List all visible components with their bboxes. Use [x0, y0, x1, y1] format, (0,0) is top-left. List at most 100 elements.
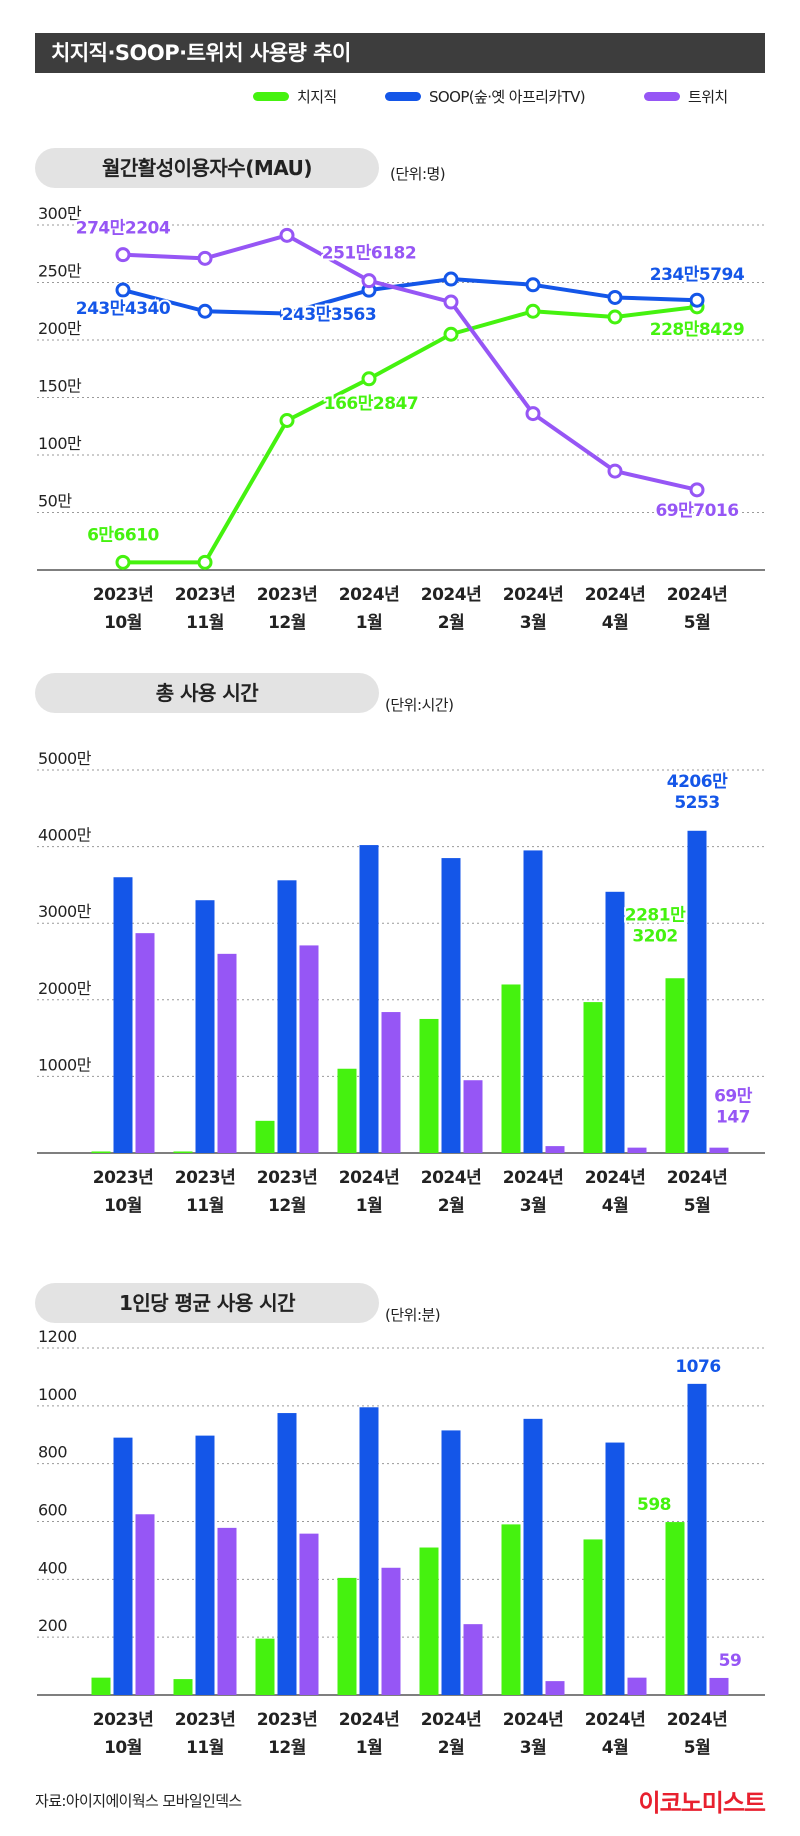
x-tick-year: 2023년: [93, 1168, 153, 1188]
bar: [627, 1147, 647, 1153]
legend-label-chzzk: 치지직: [297, 88, 337, 106]
x-tick-month: 1월: [356, 1738, 382, 1758]
bar: [665, 978, 685, 1153]
y-tick-label: 2000만: [38, 979, 92, 998]
x-tick-year: 2024년: [503, 585, 563, 605]
data-label: 234만5794: [650, 265, 745, 285]
bar: [299, 1533, 319, 1695]
data-label: 6만6610: [87, 525, 159, 545]
bar: [337, 1068, 357, 1153]
bar: [605, 891, 625, 1153]
y-tick-label: 200: [38, 1616, 67, 1635]
bar: [277, 880, 297, 1153]
data-point: [115, 282, 131, 298]
bar: [665, 1522, 685, 1695]
legend-item-twitch: 트위치: [644, 86, 728, 107]
bar: [545, 1681, 565, 1695]
x-tick-year: 2023년: [175, 1168, 235, 1188]
x-tick-month: 11월: [186, 613, 224, 633]
data-point: [689, 482, 705, 498]
section-unit-avg-usage: (단위:분): [385, 1306, 441, 1324]
bar: [709, 1147, 729, 1153]
bar: [583, 1539, 603, 1695]
x-tick-month: 3월: [520, 1738, 546, 1758]
y-tick-label: 400: [38, 1558, 67, 1577]
legend-swatch-twitch: [644, 92, 680, 101]
bar: [195, 1435, 215, 1695]
x-tick-month: 4월: [602, 1196, 628, 1216]
data-point: [115, 554, 131, 570]
bar: [687, 830, 707, 1153]
x-tick-year: 2024년: [667, 585, 727, 605]
y-tick-label: 50만: [38, 492, 72, 511]
y-tick-label: 5000만: [38, 749, 92, 768]
x-tick-year: 2023년: [93, 1710, 153, 1730]
bar: [277, 1413, 297, 1695]
x-tick-month: 12월: [268, 1196, 306, 1216]
data-point: [361, 371, 377, 387]
section-title-mau: 월간활성이용자수(MAU): [35, 148, 379, 188]
bar: [381, 1012, 401, 1153]
bar: [583, 1002, 603, 1153]
x-tick-month: 5월: [684, 1738, 710, 1758]
bar: [523, 850, 543, 1153]
x-tick-year: 2024년: [585, 1710, 645, 1730]
bar: [419, 1018, 439, 1153]
x-tick-year: 2024년: [503, 1710, 563, 1730]
x-tick-year: 2023년: [175, 585, 235, 605]
y-tick-label: 150만: [38, 377, 82, 396]
data-label: 228만8429: [650, 320, 744, 340]
x-tick-month: 5월: [684, 1196, 710, 1216]
x-tick-year: 2024년: [421, 1710, 481, 1730]
x-tick-month: 5월: [684, 613, 710, 633]
legend-label-soop: SOOP(숲·옛 아프리카TV): [429, 88, 586, 106]
x-tick-year: 2024년: [503, 1168, 563, 1188]
bar: [173, 1679, 193, 1695]
page-title: 치지직·SOOP·트위치 사용량 추이: [35, 33, 765, 73]
y-tick-label: 1200: [38, 1327, 77, 1346]
section-title-avg-usage: 1인당 평균 사용 시간: [35, 1283, 379, 1323]
bar: [381, 1567, 401, 1695]
legend-swatch-soop: [385, 92, 421, 101]
source-note: 자료:아이지에이웍스 모바일인덱스: [35, 1792, 242, 1810]
data-point: [443, 326, 459, 342]
x-tick-month: 12월: [268, 613, 306, 633]
bar: [441, 1430, 461, 1695]
series-line: [121, 233, 699, 492]
total-usage-bar-chart: 1000만 2000만 3000만 4000만 5000만 2023년 10월 2023년 11…: [37, 749, 765, 1216]
bar: [195, 900, 215, 1153]
x-tick-month: 2월: [438, 613, 464, 633]
x-tick-year: 2024년: [667, 1710, 727, 1730]
bar: [337, 1577, 357, 1695]
bar: [299, 945, 319, 1153]
data-label: 69만: [714, 1087, 753, 1107]
bar: [359, 845, 379, 1153]
data-point: [197, 303, 213, 319]
publisher-logo: 이코노미스트: [638, 1790, 766, 1817]
bar: [135, 933, 155, 1153]
legend-label-twitch: 트위치: [688, 88, 728, 106]
data-point: [607, 289, 623, 305]
x-tick-year: 2024년: [585, 1168, 645, 1188]
data-point: [525, 277, 541, 293]
legend-swatch-chzzk: [253, 92, 289, 101]
bar: [501, 984, 521, 1153]
bar: [359, 1407, 379, 1695]
x-tick-year: 2024년: [339, 1710, 399, 1730]
bar: [441, 858, 461, 1153]
data-label: 1076: [675, 1357, 720, 1377]
section-title-total-usage: 총 사용 시간: [35, 673, 379, 713]
data-point: [443, 294, 459, 310]
data-label: 243만3563: [282, 305, 376, 325]
data-label: 147: [716, 1108, 750, 1128]
x-tick-month: 3월: [520, 613, 546, 633]
data-label: 166만2847: [324, 394, 418, 414]
data-label: 2281만: [625, 905, 686, 925]
series-line: [121, 304, 699, 565]
data-point: [525, 303, 541, 319]
x-tick-year: 2023년: [257, 1168, 317, 1188]
bar: [255, 1638, 275, 1695]
y-tick-label: 200만: [38, 319, 82, 338]
legend-item-chzzk: 치지직: [253, 86, 337, 107]
bar: [419, 1547, 439, 1695]
